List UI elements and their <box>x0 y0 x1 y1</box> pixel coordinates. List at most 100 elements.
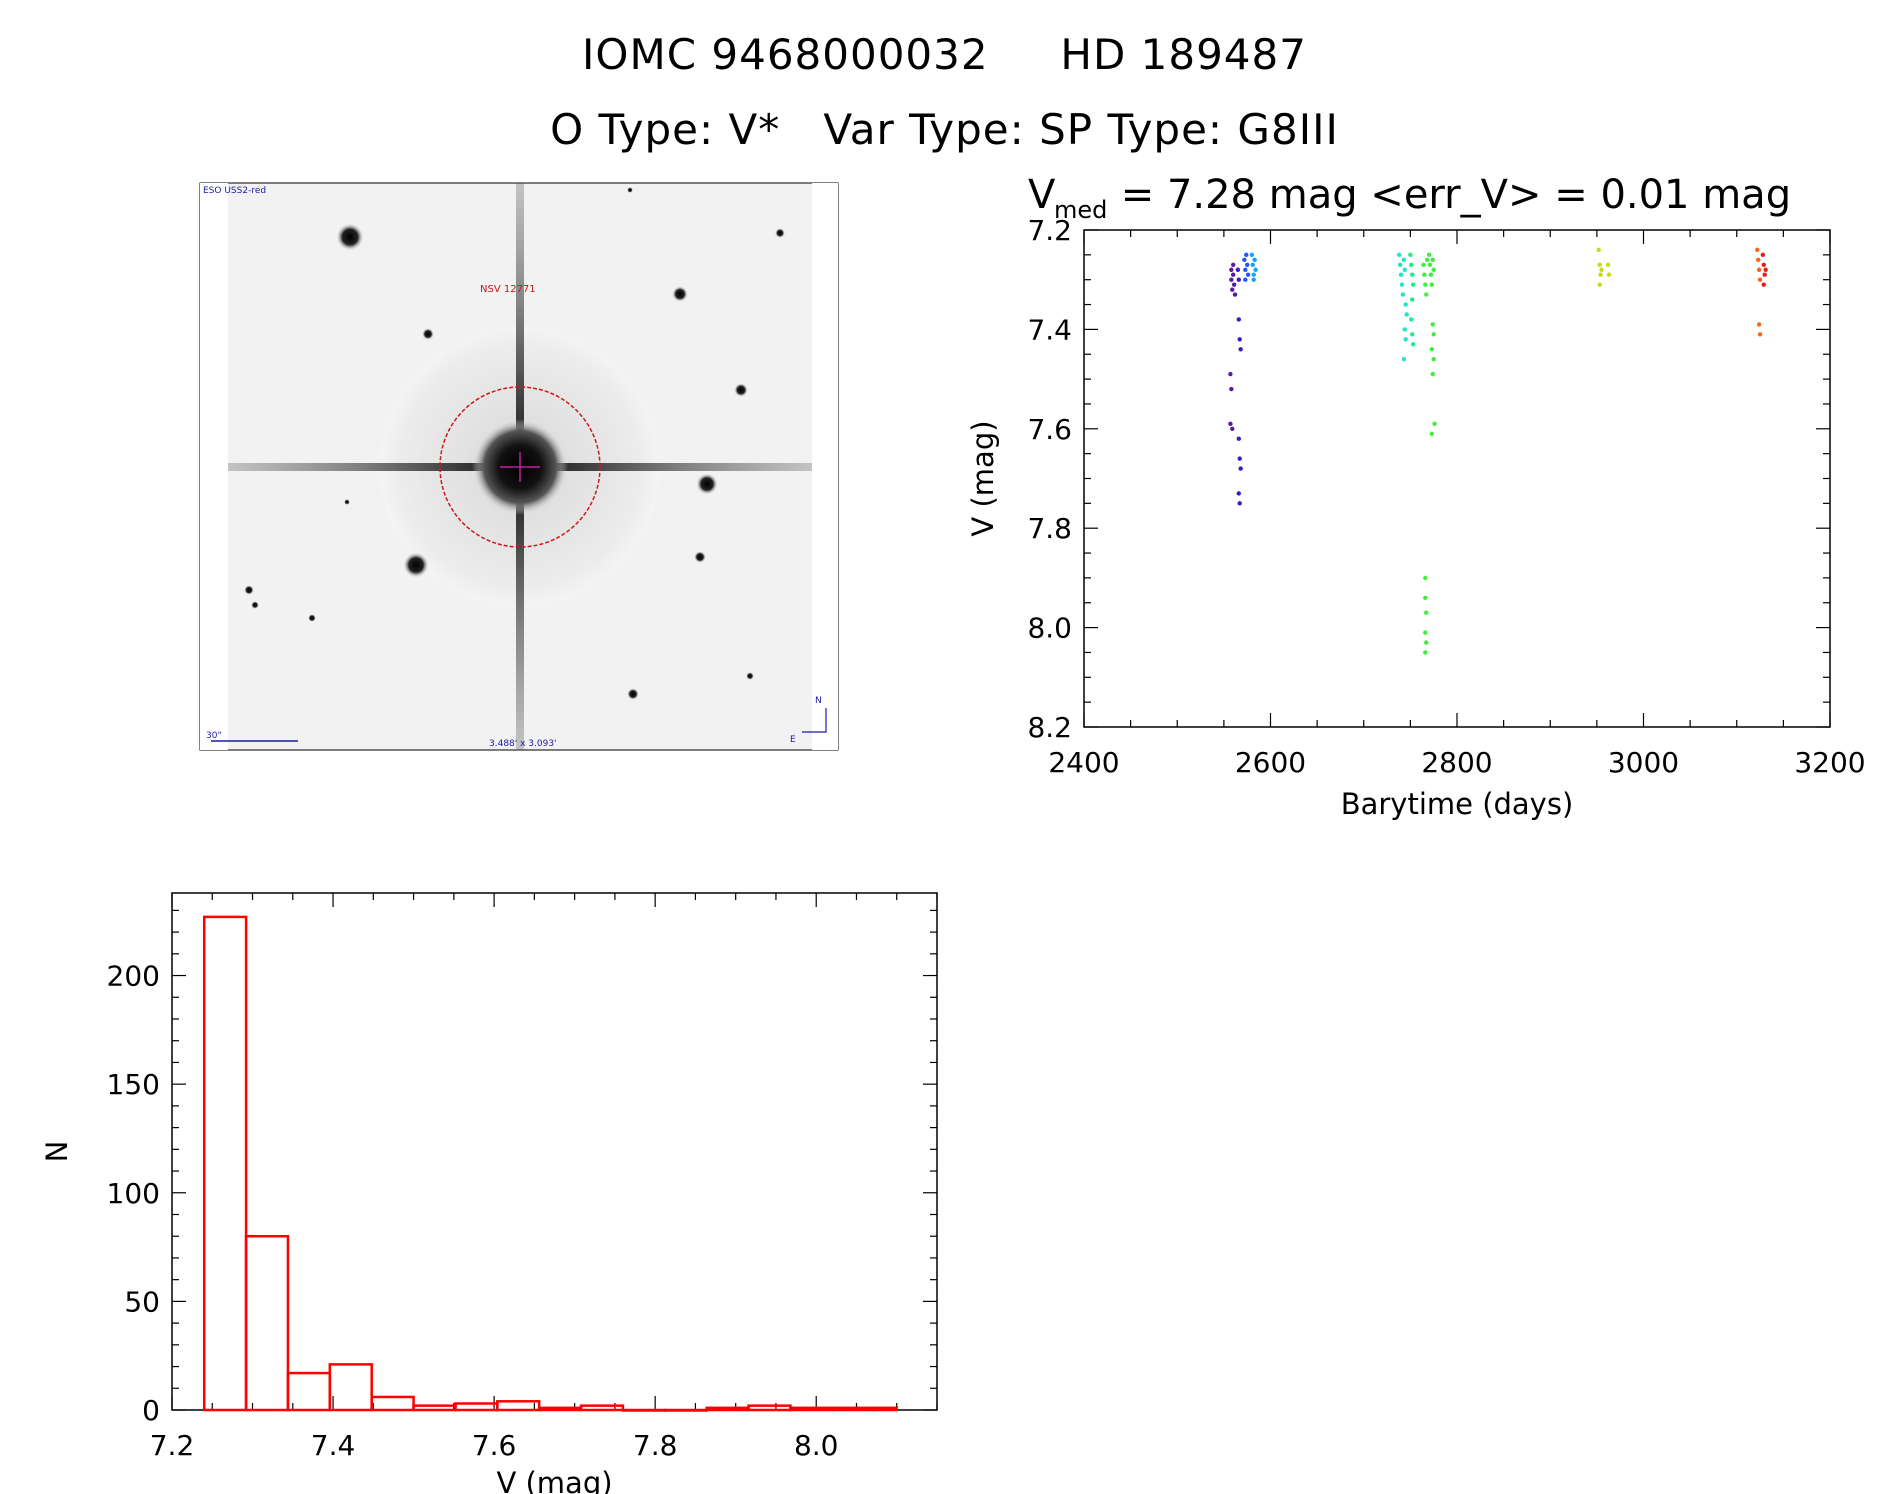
lc-data-point <box>1244 252 1249 258</box>
hist-x-tick-label: 7.2 <box>150 1429 195 1462</box>
finder-star <box>422 328 434 340</box>
hist-y-tick-label: 150 <box>107 1068 160 1101</box>
hist-bar <box>663 1408 708 1412</box>
lc-data-point <box>1232 292 1238 297</box>
lc-data-point <box>1231 262 1236 267</box>
lc-data-point <box>1398 272 1404 277</box>
hist-bar <box>244 1234 290 1412</box>
lc-data-point <box>1237 456 1242 461</box>
finder-star <box>251 601 259 609</box>
lc-data-point <box>1597 282 1602 287</box>
lc-data-point <box>1755 257 1761 263</box>
finder-star <box>244 585 254 595</box>
hist-bar <box>286 1371 332 1412</box>
hist-bar <box>412 1404 457 1412</box>
lc-data-point <box>1249 252 1255 258</box>
finder-star <box>746 672 754 680</box>
lc-data-point <box>1596 247 1601 253</box>
lc-data-point <box>1422 272 1427 277</box>
hist-x-tick-label: 7.6 <box>472 1429 517 1462</box>
lc-data-point <box>1432 421 1437 427</box>
lc-data-point <box>1399 282 1405 287</box>
finder-chart: ESO USS2-red NSV 12771 30" 3.488' x 3.09… <box>199 182 839 751</box>
hist-bar <box>705 1406 750 1412</box>
lc-data-point <box>1229 386 1234 392</box>
lc-data-point <box>1427 262 1433 267</box>
lc-data-point <box>1251 272 1256 277</box>
lc-data-point <box>1605 262 1611 267</box>
finder-right-margin <box>812 183 838 750</box>
vmed-symbol: V <box>1028 172 1056 218</box>
lc-data-point <box>1401 357 1407 362</box>
finder-size-label: 3.488' x 3.093' <box>489 739 557 749</box>
lc-axes-frame <box>1083 229 1831 728</box>
finder-star <box>672 286 688 302</box>
histogram-plot: 7.2 7.4 7.6 7.8 8.0 0 50 100 150 200 V (mag) N <box>40 892 938 1494</box>
lc-data-point <box>1599 267 1604 272</box>
lc-data-point <box>1402 267 1407 272</box>
compass-arms <box>802 708 827 733</box>
lc-data-point <box>1253 267 1258 272</box>
lc-y-tick-label: 7.6 <box>1027 413 1072 446</box>
lc-data-point <box>1228 421 1233 427</box>
lc-data-point <box>1243 267 1248 272</box>
lc-data-point <box>1598 272 1603 277</box>
lc-data-point <box>1403 337 1408 342</box>
finder-target-circle <box>439 386 601 548</box>
hist-x-axis-title: V (mag) <box>496 1466 612 1494</box>
lc-data-point <box>1430 371 1435 377</box>
lc-data-point <box>1242 257 1247 263</box>
finder-star <box>308 614 316 622</box>
lc-data-point <box>1230 287 1235 292</box>
hist-bar <box>202 915 248 1412</box>
lc-x-tick-label: 2800 <box>1421 746 1492 779</box>
lc-data-point <box>1428 272 1434 277</box>
hist-bar <box>454 1402 499 1412</box>
lc-data-point <box>1424 257 1430 263</box>
lc-data-point <box>1423 282 1428 287</box>
hist-bar <box>872 1406 898 1412</box>
lc-data-point <box>1423 575 1428 581</box>
lc-data-point <box>1423 650 1428 655</box>
lc-data-point <box>1229 267 1234 272</box>
lc-data-point <box>1231 272 1236 277</box>
finder-star <box>696 473 718 495</box>
hist-bar <box>831 1406 876 1412</box>
lc-x-axis-title: Barytime (days) <box>1341 787 1574 821</box>
compass-east-label: E <box>790 735 796 745</box>
finder-compass: N E <box>790 696 827 745</box>
compass-north-label: N <box>815 696 822 706</box>
lc-data-point <box>1757 277 1763 282</box>
hist-y-tick-label: 50 <box>124 1285 160 1318</box>
lc-data-point <box>1403 302 1408 307</box>
finder-star <box>627 688 639 700</box>
lc-y-tick-label: 7.2 <box>1027 214 1072 247</box>
hist-bar <box>789 1406 834 1412</box>
lc-data-point <box>1424 292 1429 297</box>
lc-data-point <box>1245 272 1251 277</box>
chart-title-line-1: IOMC 9468000032 HD 189487 <box>0 30 1889 79</box>
lc-data-point <box>1430 322 1435 327</box>
lc-data-point <box>1238 347 1243 352</box>
lc-data-point <box>1410 342 1416 347</box>
finder-scale-label: 30" <box>206 731 222 741</box>
lightcurve-plot: 2400 2600 2800 3000 3200 7.2 7.4 7.6 7.8 8.0 8.2 Ba… <box>966 214 1866 821</box>
lc-data-point <box>1238 466 1243 471</box>
lc-y-tick-label: 7.4 <box>1027 313 1072 346</box>
hist-bar <box>496 1400 541 1412</box>
lc-data-point <box>1402 327 1407 332</box>
lc-data-point <box>1244 262 1250 267</box>
lc-data-point <box>1423 630 1428 635</box>
lc-data-point <box>1409 317 1414 322</box>
finder-star <box>403 552 429 578</box>
lc-data-point <box>1606 272 1612 277</box>
lc-data-point <box>1231 282 1237 287</box>
vmed-statistics: = 7.28 mag <err_V> = 0.01 mag <box>1108 172 1791 218</box>
hist-y-tick-label: 0 <box>142 1394 160 1427</box>
lc-x-tick-label: 2600 <box>1235 746 1306 779</box>
lc-data-point <box>1237 501 1242 506</box>
lc-data-point <box>1756 267 1762 272</box>
lc-data-point <box>1237 337 1242 342</box>
lc-data-point <box>1236 436 1241 441</box>
